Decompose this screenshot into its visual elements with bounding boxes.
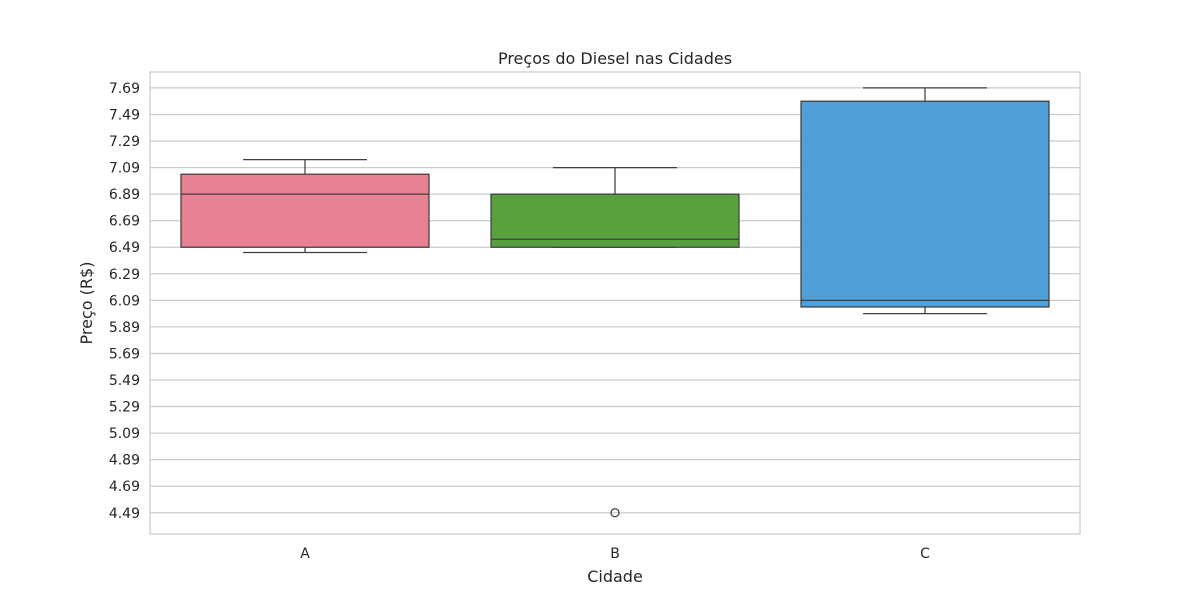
y-tick-label: 7.69: [109, 81, 140, 97]
x-axis-title: Cidade: [587, 567, 643, 586]
boxes: [180, 87, 1050, 518]
y-tick-label: 7.09: [109, 161, 140, 177]
y-tick-label: 6.89: [109, 187, 140, 203]
y-tick-label: 4.89: [109, 453, 140, 469]
y-tick-label: 6.09: [109, 293, 140, 309]
y-tick-label: 5.09: [109, 426, 140, 442]
y-tick-labels: 4.49 4.69 4.89 5.09 5.29 5.49 5.69 5.89 6.09 6.29…: [109, 81, 140, 522]
y-tick-label: 5.69: [109, 346, 140, 362]
y-tick-label: 7.29: [109, 134, 140, 150]
y-axis-title: Preço (R$): [77, 262, 96, 345]
y-tick-label: 4.69: [109, 479, 140, 495]
y-tick-label: 5.49: [109, 373, 140, 389]
x-tick-labels: A B C: [300, 546, 930, 562]
y-tick-label: 6.49: [109, 240, 140, 256]
x-tick-label: C: [920, 546, 930, 562]
box-B: [490, 193, 740, 248]
x-tick-label: A: [300, 546, 310, 562]
chart-title: Preços do Diesel nas Cidades: [498, 49, 732, 68]
y-tick-label: 7.49: [109, 107, 140, 123]
y-tick-label: 6.29: [109, 267, 140, 283]
x-tick-label: B: [610, 546, 620, 562]
box-C: [800, 100, 1050, 308]
outlier-point-B: [610, 508, 620, 518]
y-tick-label: 5.89: [109, 320, 140, 336]
y-tick-label: 6.69: [109, 214, 140, 230]
y-tick-label: 5.29: [109, 400, 140, 416]
box-A: [180, 173, 430, 248]
y-tick-label: 4.49: [109, 506, 140, 522]
